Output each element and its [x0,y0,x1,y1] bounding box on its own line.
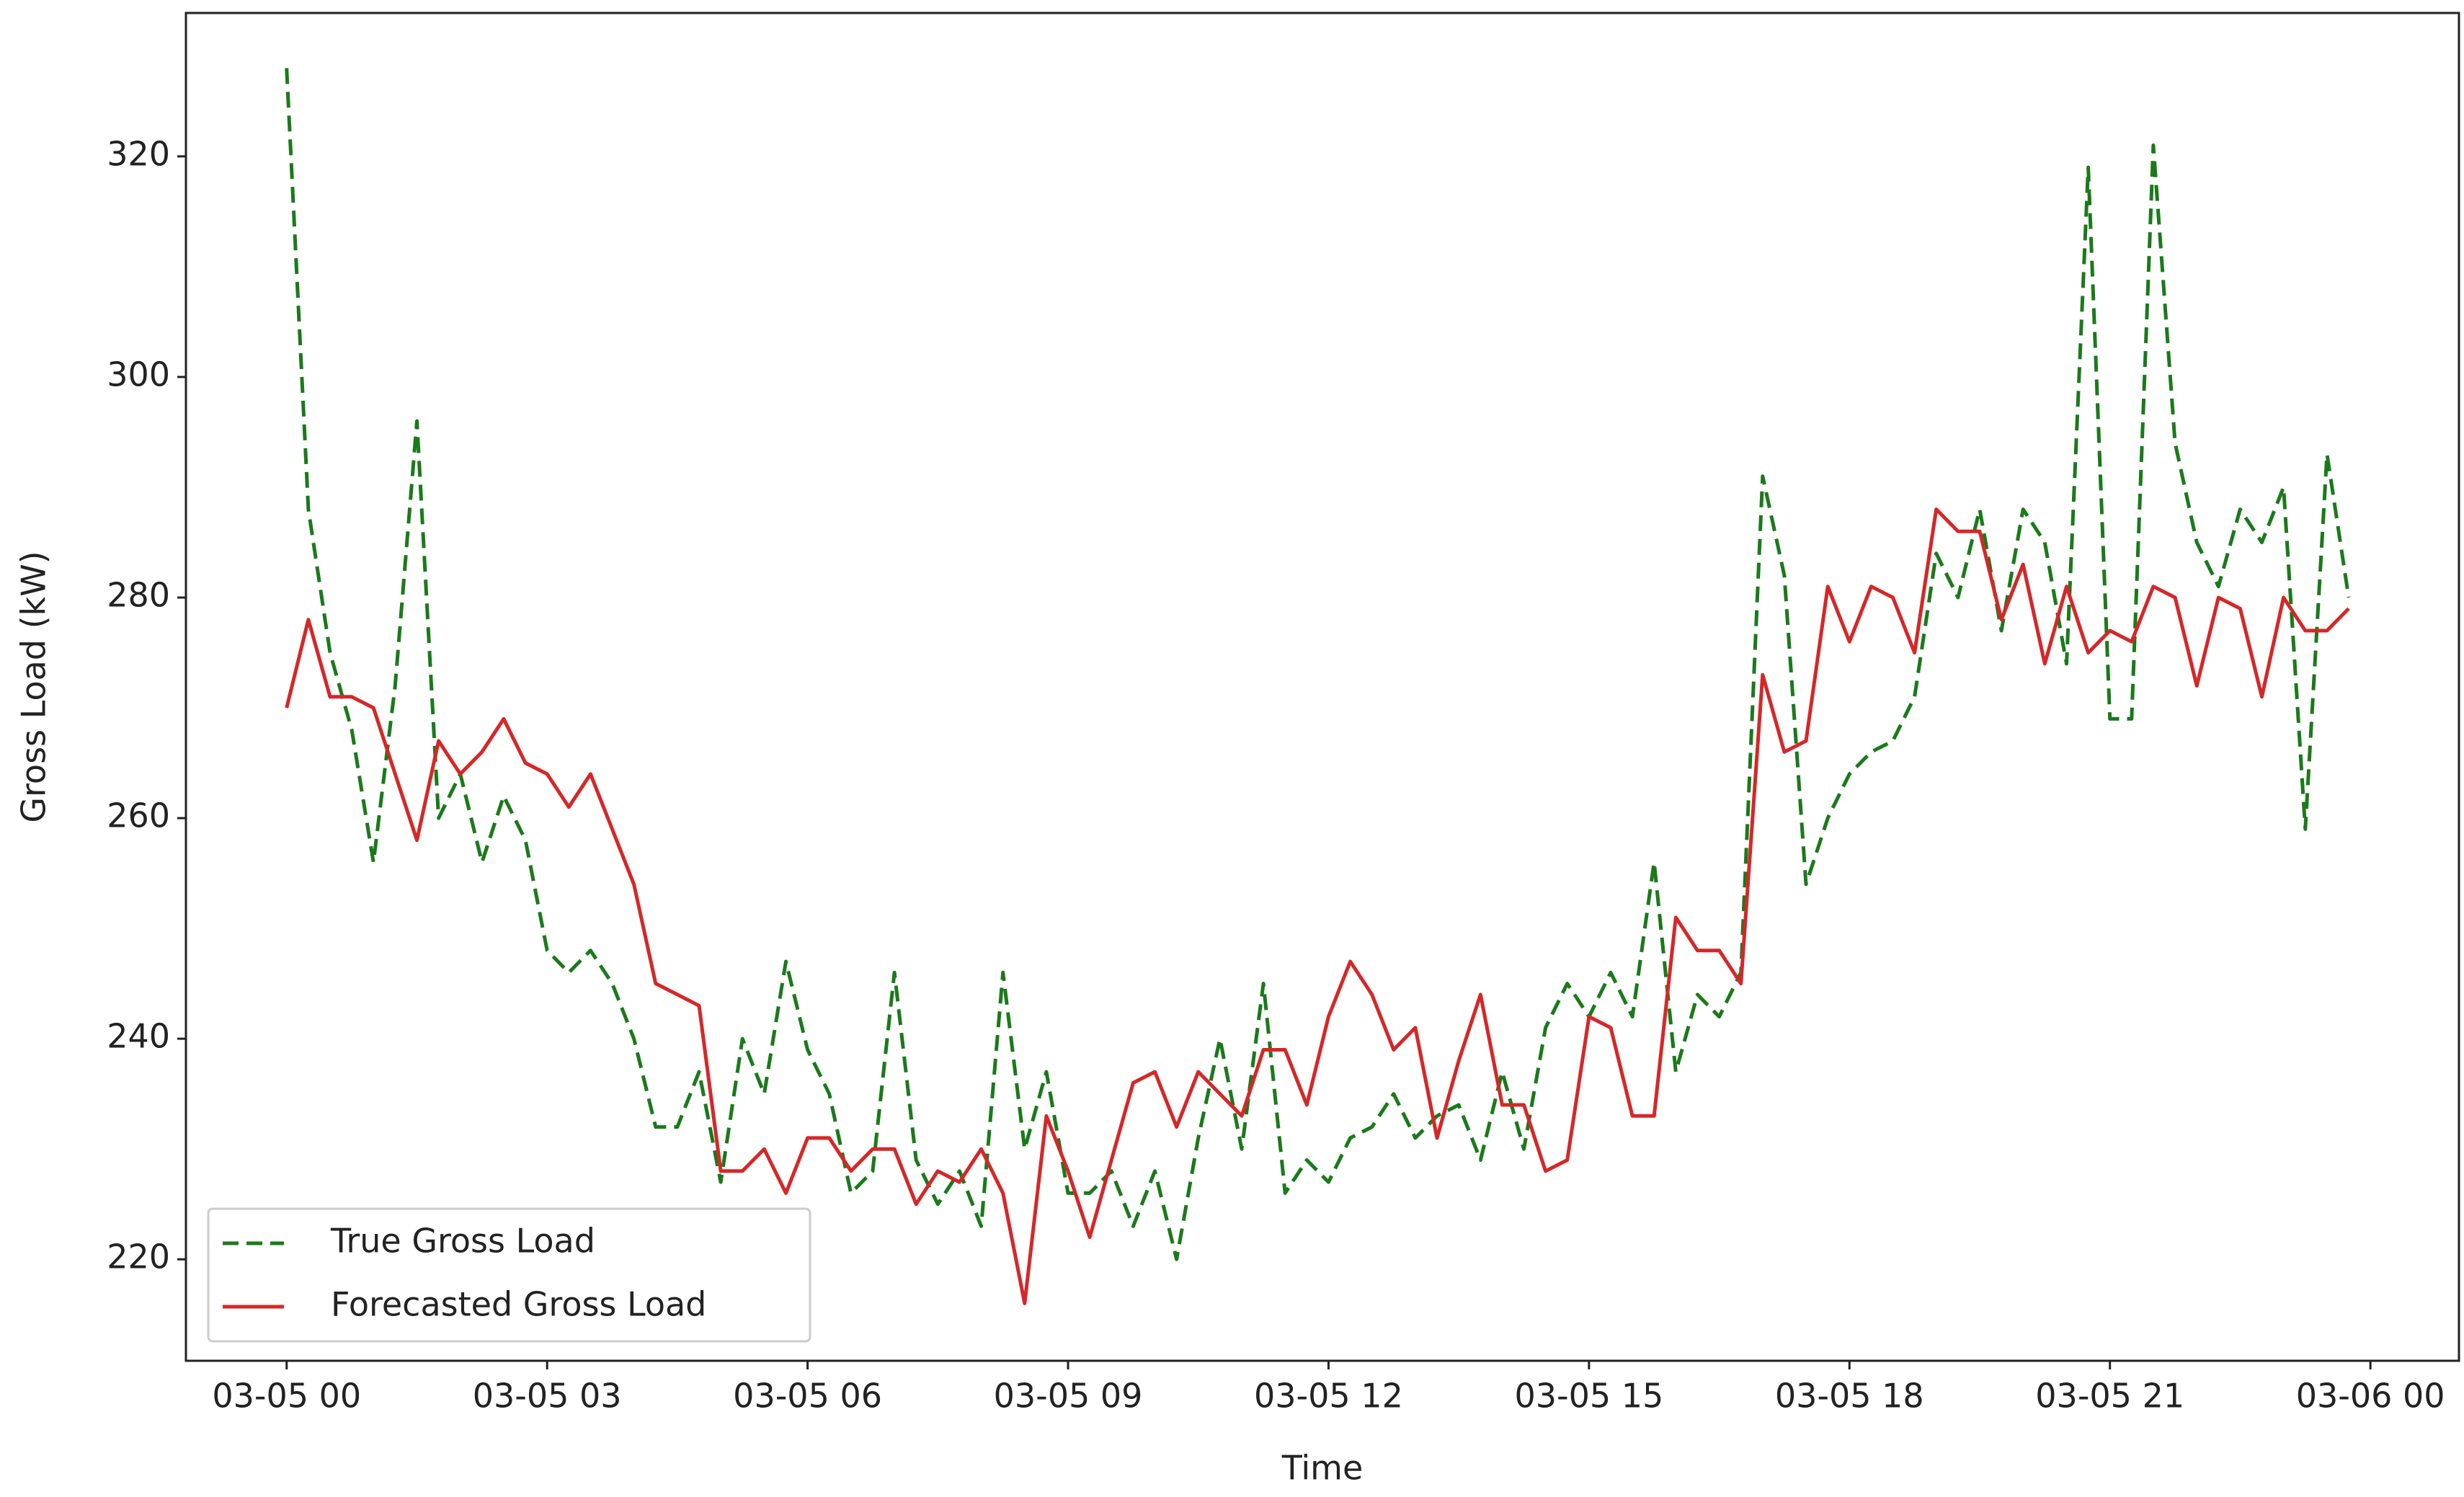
x-tick-label: 03-05 03 [473,1377,622,1416]
y-tick-label: 300 [107,355,170,394]
x-tick-label: 03-05 21 [2035,1377,2184,1416]
x-tick-label: 03-05 00 [212,1377,361,1416]
line-series [285,507,2350,1305]
x-tick-label: 03-05 12 [1254,1377,1403,1416]
y-axis-label: Gross Load (kW) [14,551,53,822]
legend-label: True Gross Load [330,1222,595,1261]
x-tick-label: 03-06 00 [2296,1377,2445,1416]
x-tick-label: 03-05 18 [1775,1377,1924,1416]
y-tick-label: 280 [107,576,170,615]
y-tick-label: 240 [107,1017,170,1056]
plot-frame [184,12,2460,1362]
line-series [285,68,2351,1261]
y-tick-label: 220 [107,1238,170,1276]
x-tick-label: 03-05 06 [733,1377,882,1416]
y-tick-label: 260 [107,796,170,835]
x-tick-label: 03-05 15 [1514,1377,1663,1416]
legend-box [207,1207,811,1343]
legend-label: Forecasted Gross Load [331,1285,706,1324]
x-tick-label: 03-05 09 [994,1377,1143,1416]
y-tick-label: 320 [107,134,170,173]
x-axis-label: Time [1281,1449,1364,1488]
